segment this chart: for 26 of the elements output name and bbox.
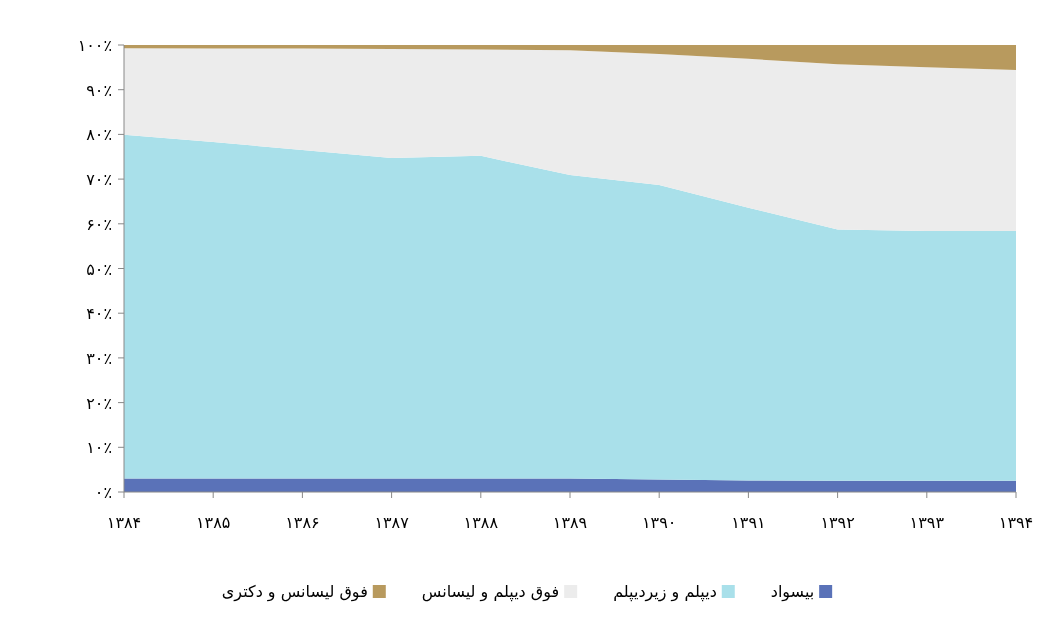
y-tick-label: ۱۰٪ bbox=[86, 438, 112, 458]
x-tick-label: ۱۳۹۲ bbox=[820, 513, 855, 532]
y-tick-label: ۰٪ bbox=[94, 483, 112, 502]
y-tick-label: ۳۰٪ bbox=[86, 348, 112, 368]
x-tick-label: ۱۳۸۶ bbox=[285, 513, 320, 532]
x-tick-label: ۱۳۸۵ bbox=[196, 513, 231, 532]
x-tick-label: ۱۳۹۰ bbox=[642, 513, 677, 532]
y-tick-label: ۵۰٪ bbox=[86, 259, 112, 279]
y-tick-label: ۹۰٪ bbox=[86, 80, 112, 100]
y-tick-label: ۶۰٪ bbox=[86, 214, 112, 234]
y-tick-label: ۷۰٪ bbox=[86, 170, 112, 190]
x-tick-label: ۱۳۸۴ bbox=[106, 513, 142, 532]
x-tick-label: ۱۳۸۹ bbox=[552, 513, 588, 532]
legend-label: بیسواد bbox=[770, 582, 815, 602]
x-tick-label: ۱۳۹۴ bbox=[998, 513, 1034, 532]
y-tick-label: ۴۰٪ bbox=[86, 304, 112, 324]
x-tick-label: ۱۳۸۸ bbox=[463, 513, 499, 532]
y-tick-label: ۱۰۰٪ bbox=[77, 36, 112, 55]
y-tick-label: ۲۰٪ bbox=[86, 393, 112, 413]
legend-label: فوق دیپلم و لیسانس bbox=[421, 582, 560, 602]
x-tick-label: ۱۳۹۱ bbox=[731, 513, 766, 532]
legend-label: دیپلم و زیردیپلم bbox=[613, 582, 717, 602]
legend-label: فوق لیسانس و دکتری bbox=[221, 582, 368, 602]
x-tick-label: ۱۳۸۷ bbox=[374, 513, 410, 532]
y-tick-label: ۸۰٪ bbox=[86, 125, 112, 145]
x-tick-label: ۱۳۹۳ bbox=[909, 513, 945, 532]
